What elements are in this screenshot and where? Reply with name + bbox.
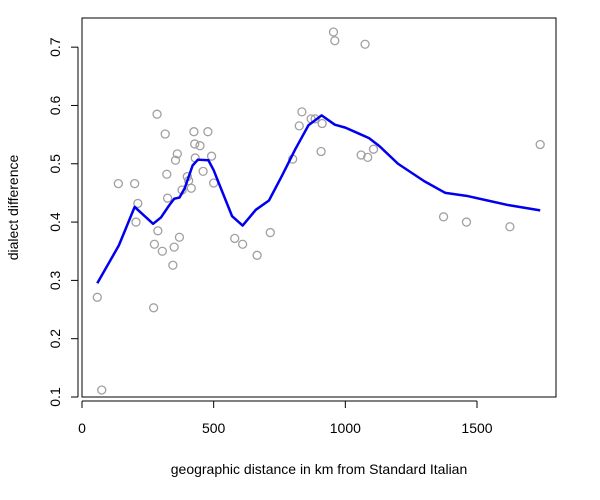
data-point — [265, 227, 275, 238]
data-point — [190, 139, 200, 149]
y-tick-label: 0.5 — [47, 154, 63, 174]
data-point — [438, 212, 449, 222]
data-point — [198, 166, 208, 176]
data-point — [97, 385, 107, 395]
data-point — [170, 155, 181, 165]
x-tick-label: 500 — [202, 420, 226, 436]
y-tick-label: 0.1 — [47, 387, 63, 407]
data-point — [297, 107, 307, 117]
data-point — [317, 118, 327, 129]
data-point — [133, 198, 143, 209]
x-tick-label: 1500 — [461, 420, 492, 436]
y-axis-label: dialect difference — [5, 154, 21, 260]
data-point — [237, 239, 248, 249]
data-point — [195, 141, 205, 151]
y-tick-label: 0.3 — [47, 270, 63, 290]
data-point — [168, 260, 178, 270]
data-point — [230, 233, 240, 244]
data-point — [149, 239, 160, 249]
data-point — [328, 27, 339, 37]
data-point — [330, 36, 340, 46]
y-tick-label: 0.4 — [47, 212, 63, 232]
x-axis: 0 500 1000 1500 — [78, 400, 493, 436]
data-points — [92, 27, 545, 395]
x-tick-label: 1000 — [330, 420, 361, 436]
data-point — [162, 193, 173, 203]
data-point — [368, 144, 379, 154]
data-point — [131, 217, 141, 227]
data-point — [169, 242, 179, 252]
data-point — [186, 183, 196, 193]
data-point — [189, 127, 199, 137]
x-tick-label: 0 — [78, 420, 86, 436]
y-tick-label: 0.6 — [47, 96, 63, 116]
data-point — [113, 178, 123, 189]
data-point — [148, 303, 159, 313]
data-point — [92, 292, 102, 302]
y-axis: 0.1 0.2 0.3 0.4 0.5 0.6 0.7 — [47, 37, 79, 407]
data-point — [206, 151, 217, 161]
y-tick-label: 0.7 — [47, 37, 63, 57]
data-point — [153, 226, 163, 236]
smooth-trend-line — [96, 114, 541, 284]
data-point — [363, 152, 373, 163]
data-point — [172, 149, 182, 159]
data-point — [356, 150, 366, 160]
y-tick-label: 0.2 — [47, 329, 63, 349]
data-point — [316, 146, 326, 157]
data-point — [505, 222, 515, 232]
x-axis-label: geographic distance in km from Standard … — [171, 461, 468, 477]
plot-frame — [81, 17, 557, 398]
data-point — [461, 217, 472, 227]
data-point — [203, 127, 213, 137]
data-point — [130, 178, 140, 189]
data-point — [157, 246, 167, 256]
data-point — [160, 129, 170, 139]
data-point — [152, 109, 162, 119]
data-point — [535, 139, 545, 150]
data-point — [294, 121, 304, 131]
data-point — [162, 169, 172, 179]
data-point — [174, 232, 185, 242]
data-point — [360, 39, 370, 49]
data-point — [252, 250, 262, 260]
